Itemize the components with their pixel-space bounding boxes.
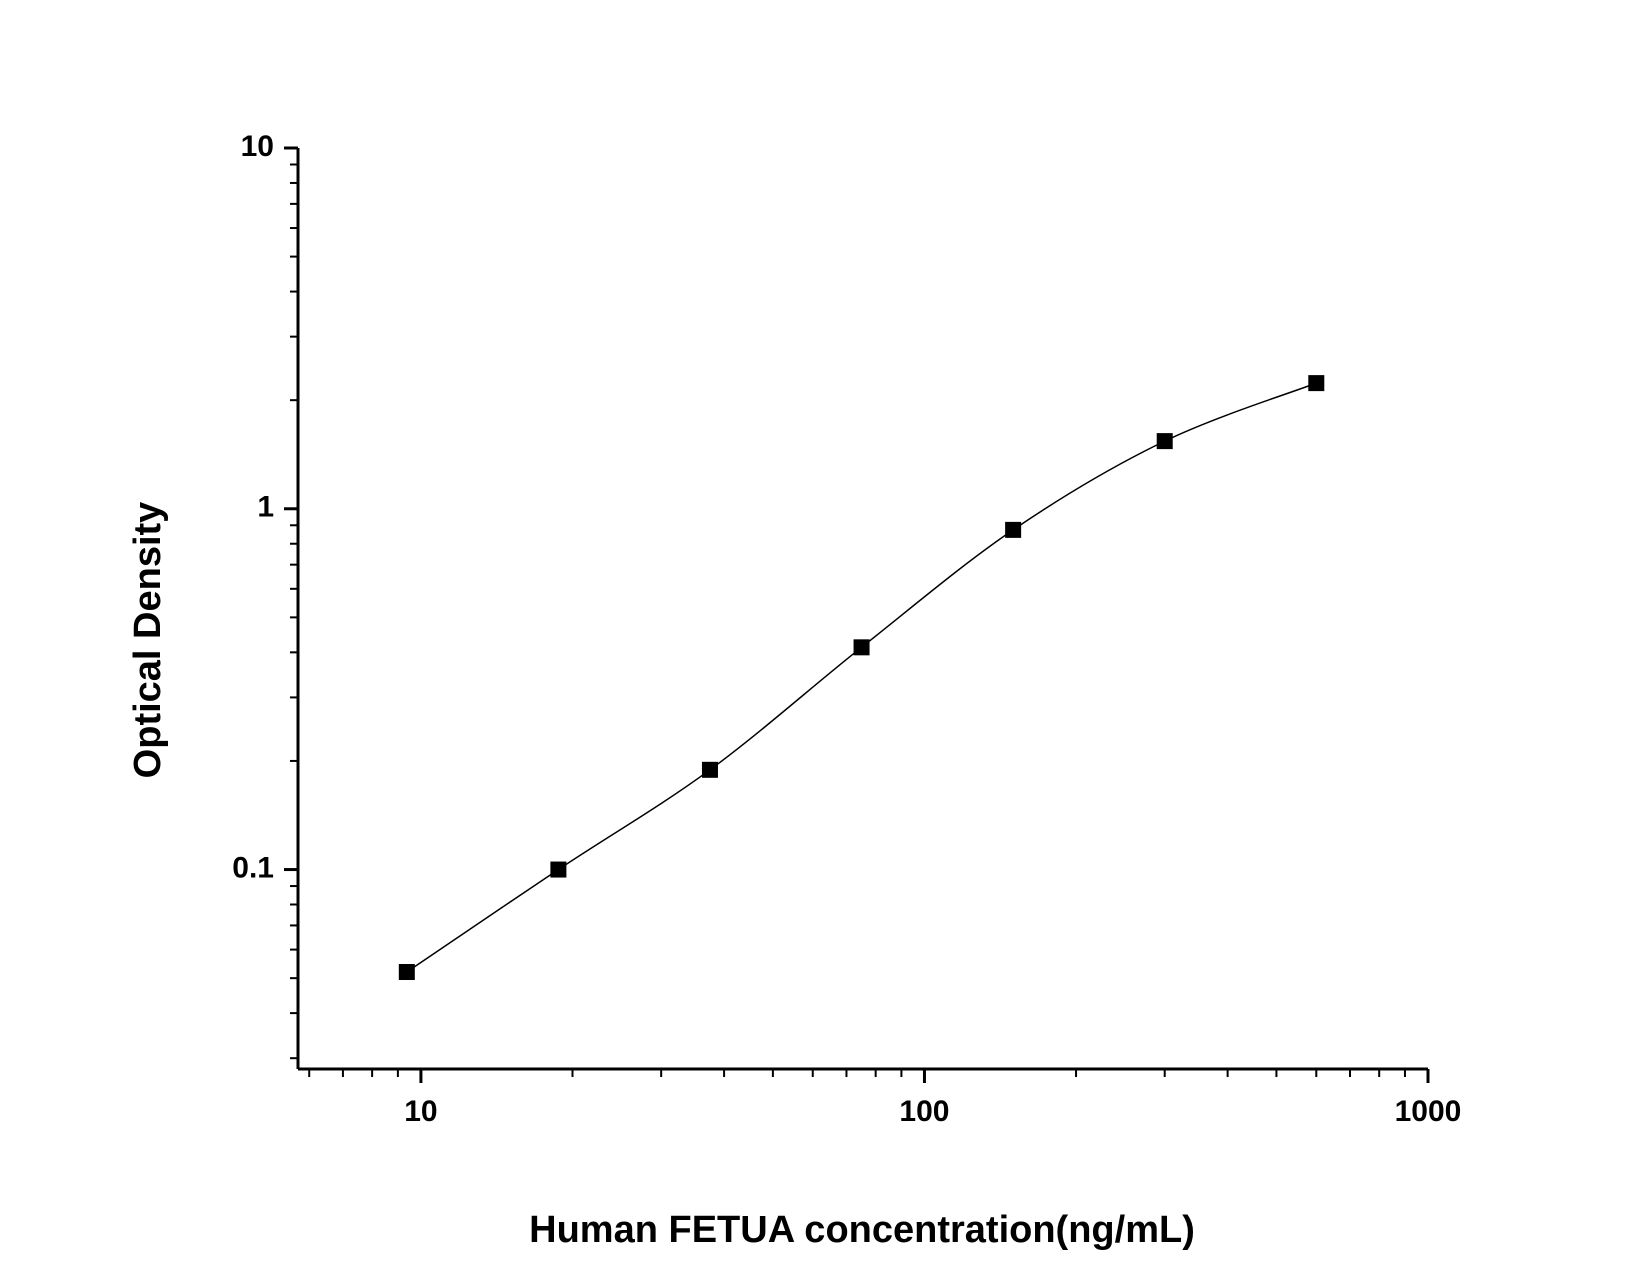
y-axis-title: Optical Density bbox=[127, 502, 169, 779]
data-point bbox=[1005, 521, 1022, 538]
y-tick-label: 1 bbox=[257, 491, 274, 524]
y-tick-label: 10 bbox=[241, 130, 274, 163]
x-tick-label: 1000 bbox=[1395, 1095, 1462, 1128]
data-point bbox=[398, 964, 415, 981]
data-point bbox=[853, 639, 870, 656]
x-axis-title: Human FETUA concentration(ng/mL) bbox=[529, 1209, 1195, 1251]
data-point bbox=[550, 861, 567, 878]
y-tick-label: 0.1 bbox=[232, 851, 274, 884]
data-point bbox=[1308, 375, 1325, 392]
fit-curve bbox=[406, 382, 1317, 973]
data-point bbox=[1156, 433, 1173, 450]
data-point bbox=[701, 761, 718, 778]
x-tick-label: 10 bbox=[404, 1095, 437, 1128]
x-tick-label: 100 bbox=[899, 1095, 949, 1128]
